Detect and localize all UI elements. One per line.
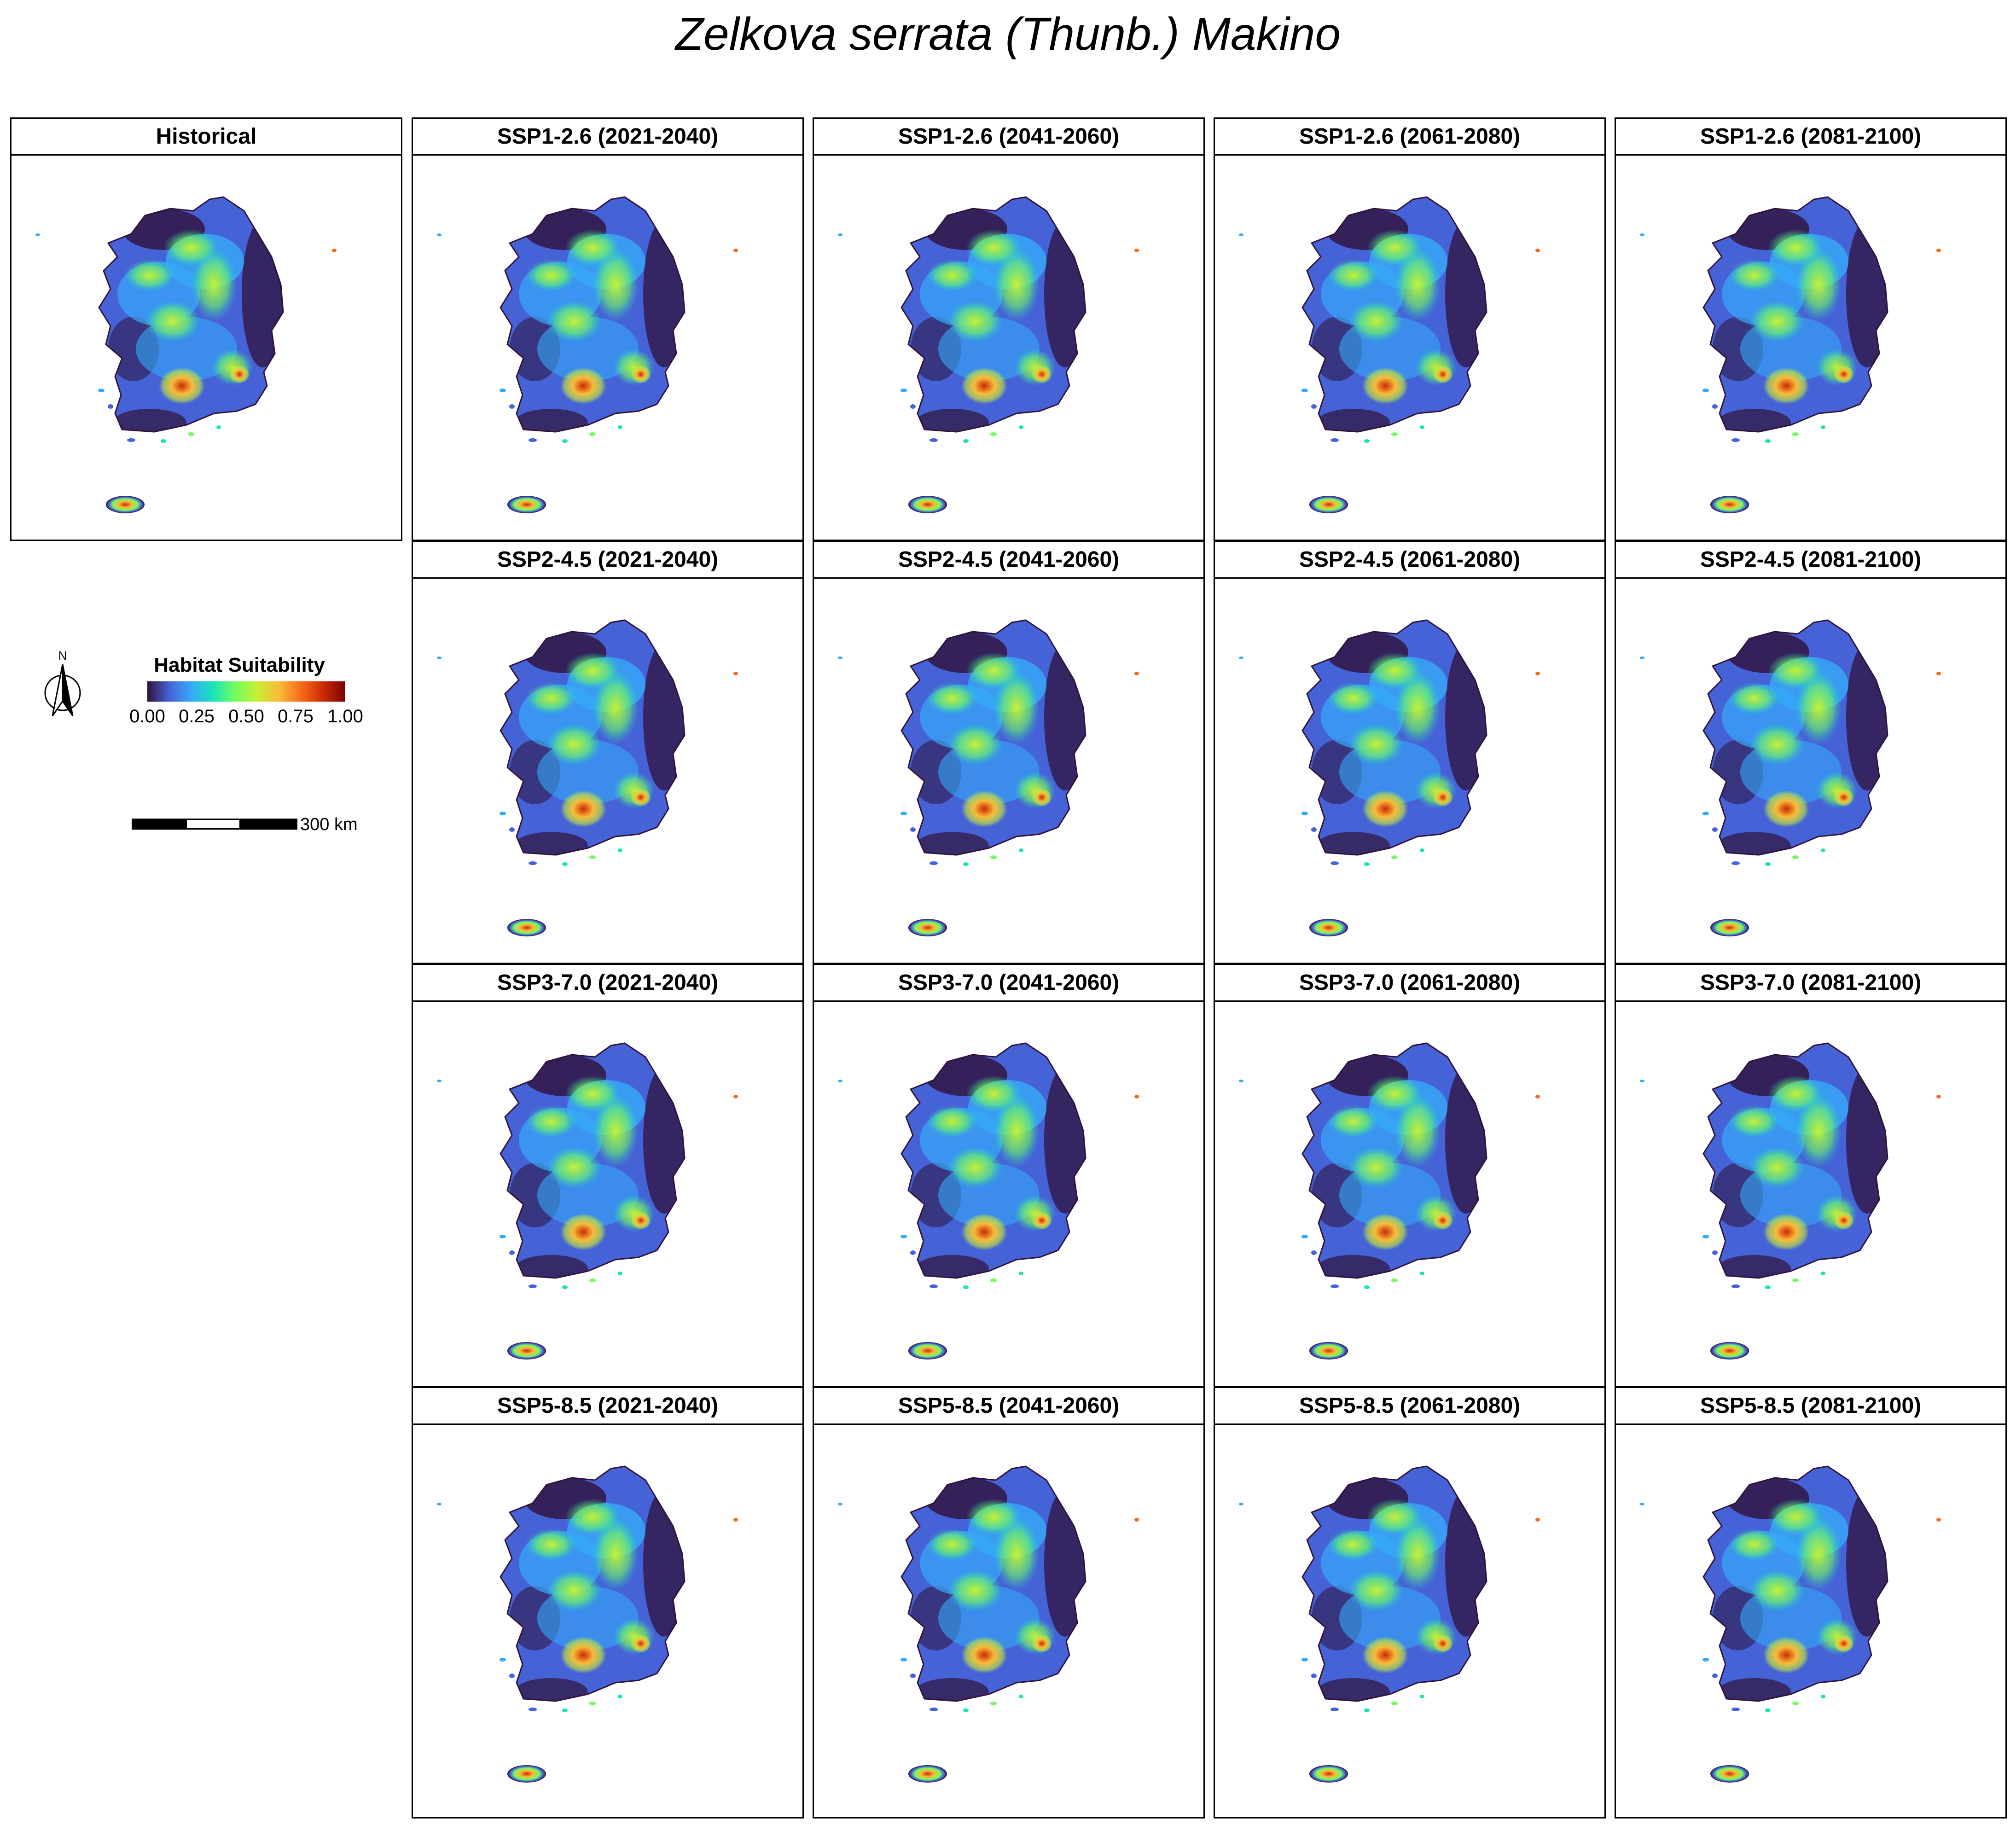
habitat-map (1616, 1425, 2007, 1812)
figure-title: Zelkova serrata (Thunb.) Makino (675, 8, 1341, 60)
habitat-map (1215, 1002, 1606, 1387)
panel-title: SSP3-7.0 (2081-2100) (1616, 965, 2005, 1002)
map-panel-ssp370-2021-2040: SSP3-7.0 (2021-2040) (412, 964, 804, 1387)
habitat-map (12, 156, 402, 541)
panel-title: Historical (12, 119, 401, 156)
map-panel-ssp245-2081-2100: SSP2-4.5 (2081-2100) (1615, 540, 2007, 964)
panel-title: SSP3-7.0 (2061-2080) (1215, 965, 1604, 1002)
map-panel-ssp126-2021-2040: SSP1-2.6 (2021-2040) (412, 117, 804, 541)
panel-title: SSP2-4.5 (2081-2100) (1616, 542, 2005, 579)
panel-title: SSP2-4.5 (2041-2060) (814, 542, 1203, 579)
scale-bar-segment (132, 819, 187, 830)
habitat-map (814, 1425, 1205, 1812)
legend-tick: 0.25 (179, 706, 215, 726)
legend-colorbar (147, 681, 345, 702)
habitat-map (413, 1425, 804, 1812)
habitat-map (1215, 1425, 1606, 1812)
panel-title: SSP3-7.0 (2021-2040) (413, 965, 802, 1002)
scale-bar-label: 300 km (300, 815, 358, 834)
panel-title: SSP1-2.6 (2061-2080) (1215, 119, 1604, 156)
habitat-map (1215, 579, 1606, 964)
legend-tick: 1.00 (327, 706, 363, 726)
panel-title: SSP2-4.5 (2021-2040) (413, 542, 802, 579)
map-panel-ssp245-2041-2060: SSP2-4.5 (2041-2060) (813, 540, 1205, 964)
panel-title: SSP3-7.0 (2041-2060) (814, 965, 1203, 1002)
habitat-map (814, 579, 1205, 964)
legend-tick: 0.00 (129, 706, 165, 726)
scale-bar-segment (239, 819, 297, 830)
panel-title: SSP5-8.5 (2081-2100) (1616, 1388, 2005, 1425)
habitat-map (814, 1002, 1205, 1387)
scale-bar-segment (186, 819, 241, 830)
map-panel-ssp370-2041-2060: SSP3-7.0 (2041-2060) (813, 964, 1205, 1387)
map-panel-ssp245-2061-2080: SSP2-4.5 (2061-2080) (1214, 540, 1606, 964)
color-legend: Habitat Suitability 0.00 0.25 0.50 0.75 … (129, 654, 368, 737)
map-panel-ssp585-2041-2060: SSP5-8.5 (2041-2060) (813, 1387, 1205, 1818)
legend-tick: 0.50 (228, 706, 264, 726)
legend-tick: 0.75 (278, 706, 314, 726)
habitat-map (1616, 1002, 2007, 1387)
panel-title: SSP5-8.5 (2061-2080) (1215, 1388, 1604, 1425)
map-panel-ssp126-2081-2100: SSP1-2.6 (2081-2100) (1615, 117, 2007, 541)
map-panel-ssp585-2061-2080: SSP5-8.5 (2061-2080) (1214, 1387, 1606, 1818)
north-label: N (58, 649, 67, 662)
panel-title: SSP1-2.6 (2041-2060) (814, 119, 1203, 156)
scale-bar: 300 km (129, 815, 387, 842)
legend-title: Habitat Suitability (154, 654, 325, 676)
map-panel-ssp126-2041-2060: SSP1-2.6 (2041-2060) (813, 117, 1205, 541)
panel-title: SSP5-8.5 (2041-2060) (814, 1388, 1203, 1425)
habitat-map (413, 1002, 804, 1387)
north-arrow-icon: N (44, 649, 81, 716)
panel-title: SSP5-8.5 (2021-2040) (413, 1388, 802, 1425)
habitat-map (1215, 156, 1606, 541)
map-panel-ssp245-2021-2040: SSP2-4.5 (2021-2040) (412, 540, 804, 964)
panel-title: SSP1-2.6 (2021-2040) (413, 119, 802, 156)
panel-title: SSP1-2.6 (2081-2100) (1616, 119, 2005, 156)
habitat-map (814, 156, 1205, 541)
habitat-map (1616, 579, 2007, 964)
panel-title: SSP2-4.5 (2061-2080) (1215, 542, 1604, 579)
habitat-map (413, 579, 804, 964)
habitat-map (1616, 156, 2007, 541)
map-panel-ssp370-2081-2100: SSP3-7.0 (2081-2100) (1615, 964, 2007, 1387)
map-panel-historical: Historical (10, 117, 402, 541)
map-panel-ssp585-2021-2040: SSP5-8.5 (2021-2040) (412, 1387, 804, 1818)
map-panel-ssp585-2081-2100: SSP5-8.5 (2081-2100) (1615, 1387, 2007, 1818)
habitat-map (413, 156, 804, 541)
map-panel-ssp126-2061-2080: SSP1-2.6 (2061-2080) (1214, 117, 1606, 541)
map-panel-ssp370-2061-2080: SSP3-7.0 (2061-2080) (1214, 964, 1606, 1387)
